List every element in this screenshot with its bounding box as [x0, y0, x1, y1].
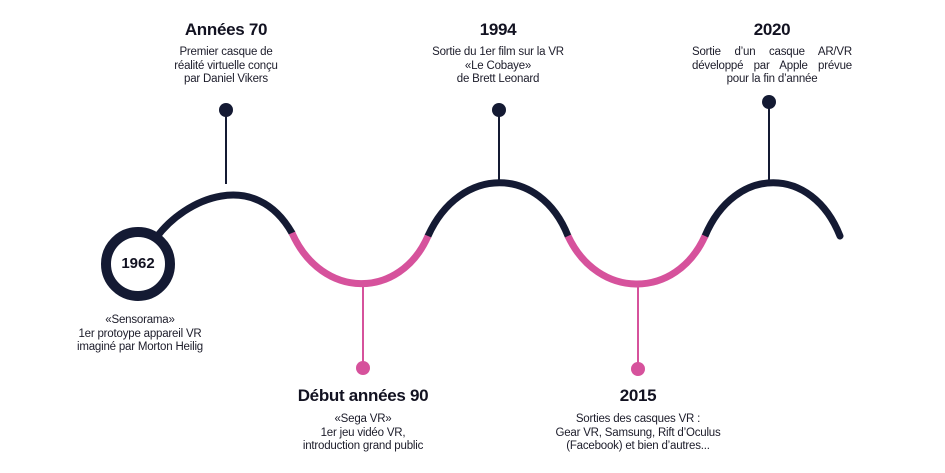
event-2015-description: Sorties des casques VR : Gear VR, Samsun… [538, 413, 738, 454]
event-origin: «Sensorama» 1er protoype appareil VR ima… [40, 314, 240, 355]
event-90s: Début années 90 «Sega VR» 1er jeu vidéo … [273, 386, 453, 454]
desc-line: (Facebook) et bien d’autres... [566, 440, 710, 452]
event-1994: 1994 Sortie du 1er film sur la VR «Le Co… [400, 20, 596, 87]
event-1994-description: Sortie du 1er film sur la VR «Le Cobaye»… [400, 46, 596, 87]
event-2020: 2020 Sortie d’un casque AR/VR développé … [692, 20, 852, 87]
marker-dot-90s [356, 361, 370, 375]
wave-segment-1962-70s [152, 191, 296, 242]
desc-line: Sortie d’un casque AR/VR [692, 46, 852, 58]
event-2015-title: 2015 [619, 386, 657, 405]
desc-line: Gear VR, Samsung, Rift d’Oculus [555, 426, 721, 439]
desc-line: Sortie du 1er film sur la VR [432, 46, 564, 58]
desc-line: pour la fin d’année [726, 73, 818, 85]
wave-segment-2020 [701, 179, 844, 240]
event-70s: Années 70 Premier casque de réalité virt… [146, 20, 306, 87]
event-90s-description: «Sega VR» 1er jeu vidéo VR, introduction… [273, 413, 453, 454]
marker-dot-70s [219, 103, 233, 117]
event-2015: 2015 Sorties des casques VR : Gear VR, S… [538, 386, 738, 454]
desc-line: développé par Apple prévue [692, 59, 852, 72]
desc-line: réalité virtuelle conçu [174, 59, 278, 72]
event-1994-title: 1994 [479, 20, 517, 39]
event-70s-description: Premier casque de réalité virtuelle conç… [146, 46, 306, 87]
marker-dot-1994 [492, 103, 506, 117]
desc-line: «Sega VR» [334, 413, 392, 425]
event-90s-title: Début années 90 [297, 386, 429, 405]
desc-line: introduction grand public [302, 440, 424, 452]
wave-segment-90s [288, 231, 432, 287]
desc-line: 1er protoype appareil VR [78, 327, 202, 340]
desc-line: par Daniel Vikers [184, 73, 268, 85]
desc-line: Premier casque de [179, 46, 273, 58]
marker-dot-2015 [631, 362, 645, 376]
origin-ring [101, 227, 175, 301]
desc-line: imaginé par Morton Heilig [76, 341, 204, 353]
event-70s-title: Années 70 [184, 20, 268, 39]
desc-line: de Brett Leonard [456, 73, 540, 85]
event-2020-title: 2020 [753, 20, 791, 39]
marker-dot-2020 [762, 95, 776, 109]
event-2020-description: Sortie d’un casque AR/VR développé par A… [692, 46, 852, 87]
origin-year: 1962 [121, 255, 155, 272]
event-origin-description: «Sensorama» 1er protoype appareil VR ima… [40, 314, 240, 355]
desc-line: «Le Cobaye» [464, 59, 532, 72]
wave-segment-1994 [424, 179, 572, 240]
wave-segment-2015 [564, 234, 709, 288]
desc-line: 1er jeu vidéo VR, [320, 426, 406, 439]
desc-line: Sorties des casques VR : [575, 413, 701, 425]
desc-line: «Sensorama» [105, 314, 175, 326]
